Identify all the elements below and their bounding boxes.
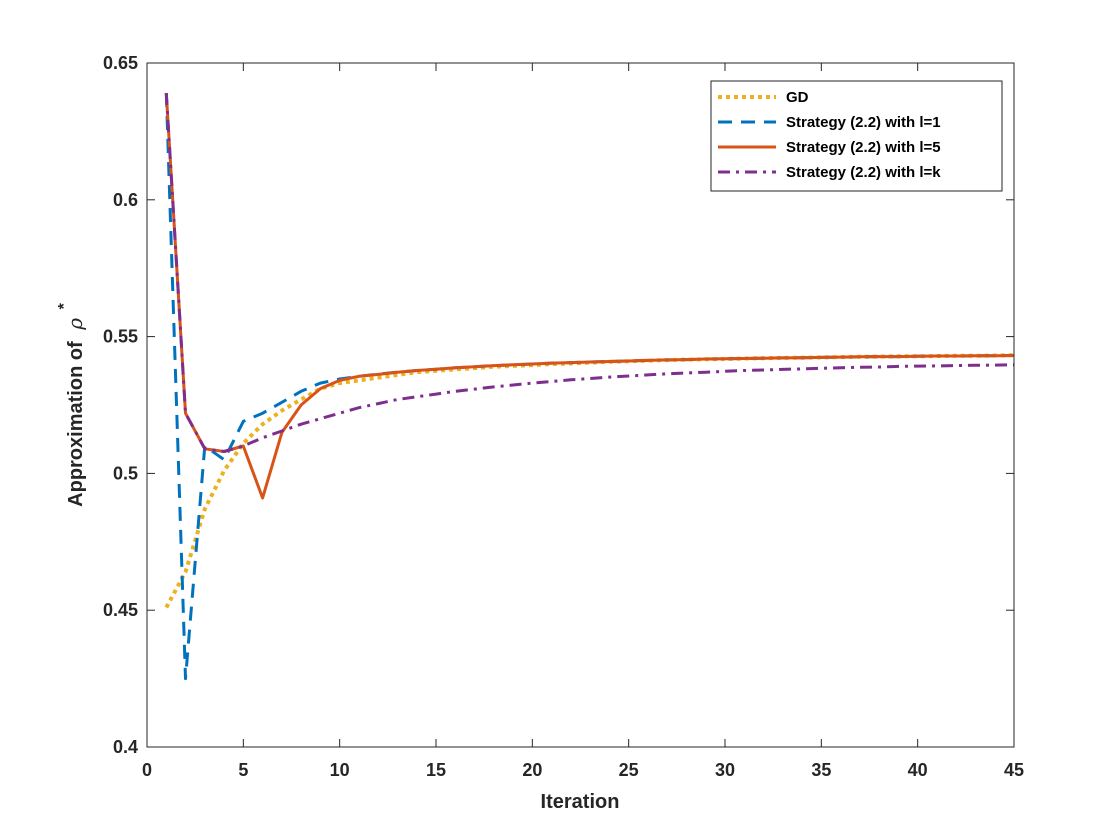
axes-layer: 0 5 10 15 20 25 30 35 40 45 0.4 0.45 0.5 0.55 0.6 0.65 — [103, 53, 1024, 780]
x-axis-label: Iteration — [541, 791, 620, 813]
x-tick-label: 0 — [142, 760, 152, 780]
y-axis-label-superscript: * — [56, 302, 73, 309]
legend-label-1: GD — [786, 89, 809, 106]
legend-label-2: Strategy (2.2) with l=1 — [786, 114, 941, 131]
x-tick-label: 45 — [1004, 760, 1024, 780]
y-axis-label: Approximation of ρ * — [56, 302, 87, 506]
axes-box — [146, 62, 1015, 748]
series-layer — [164, 93, 1015, 681]
x-tick-label: 30 — [715, 760, 735, 780]
y-axis-label-symbol: ρ — [63, 318, 87, 331]
y-tick-label: 0.5 — [113, 463, 138, 483]
legend-box — [710, 80, 1003, 192]
x-tick-label: 25 — [619, 760, 639, 780]
x-tick-label: 15 — [426, 760, 446, 780]
legend-label-4: Strategy (2.2) with l=k — [786, 164, 941, 181]
y-axis-label-text: Approximation of — [65, 341, 87, 507]
legend: GD Strategy (2.2) with l=1 Strategy (2.2) … — [710, 80, 1003, 192]
y-tick-label: 0.6 — [113, 190, 138, 210]
y-tick-label: 0.55 — [103, 327, 138, 347]
x-tick-label: 40 — [908, 760, 928, 780]
y-tick-label: 0.4 — [113, 737, 138, 757]
series-line-4 — [164, 93, 1015, 453]
y-tick-label: 0.65 — [103, 53, 138, 73]
legend-label-3: Strategy (2.2) with l=5 — [786, 139, 941, 156]
x-tick-label: 10 — [330, 760, 350, 780]
series-line-3 — [164, 93, 1015, 500]
svg-text:Approximation of ρ: Approximation of ρ * — [56, 302, 87, 506]
y-tick-label: 0.45 — [103, 600, 138, 620]
x-tick-label: 20 — [522, 760, 542, 780]
x-tick-label: 5 — [238, 760, 248, 780]
x-tick-label: 35 — [811, 760, 831, 780]
